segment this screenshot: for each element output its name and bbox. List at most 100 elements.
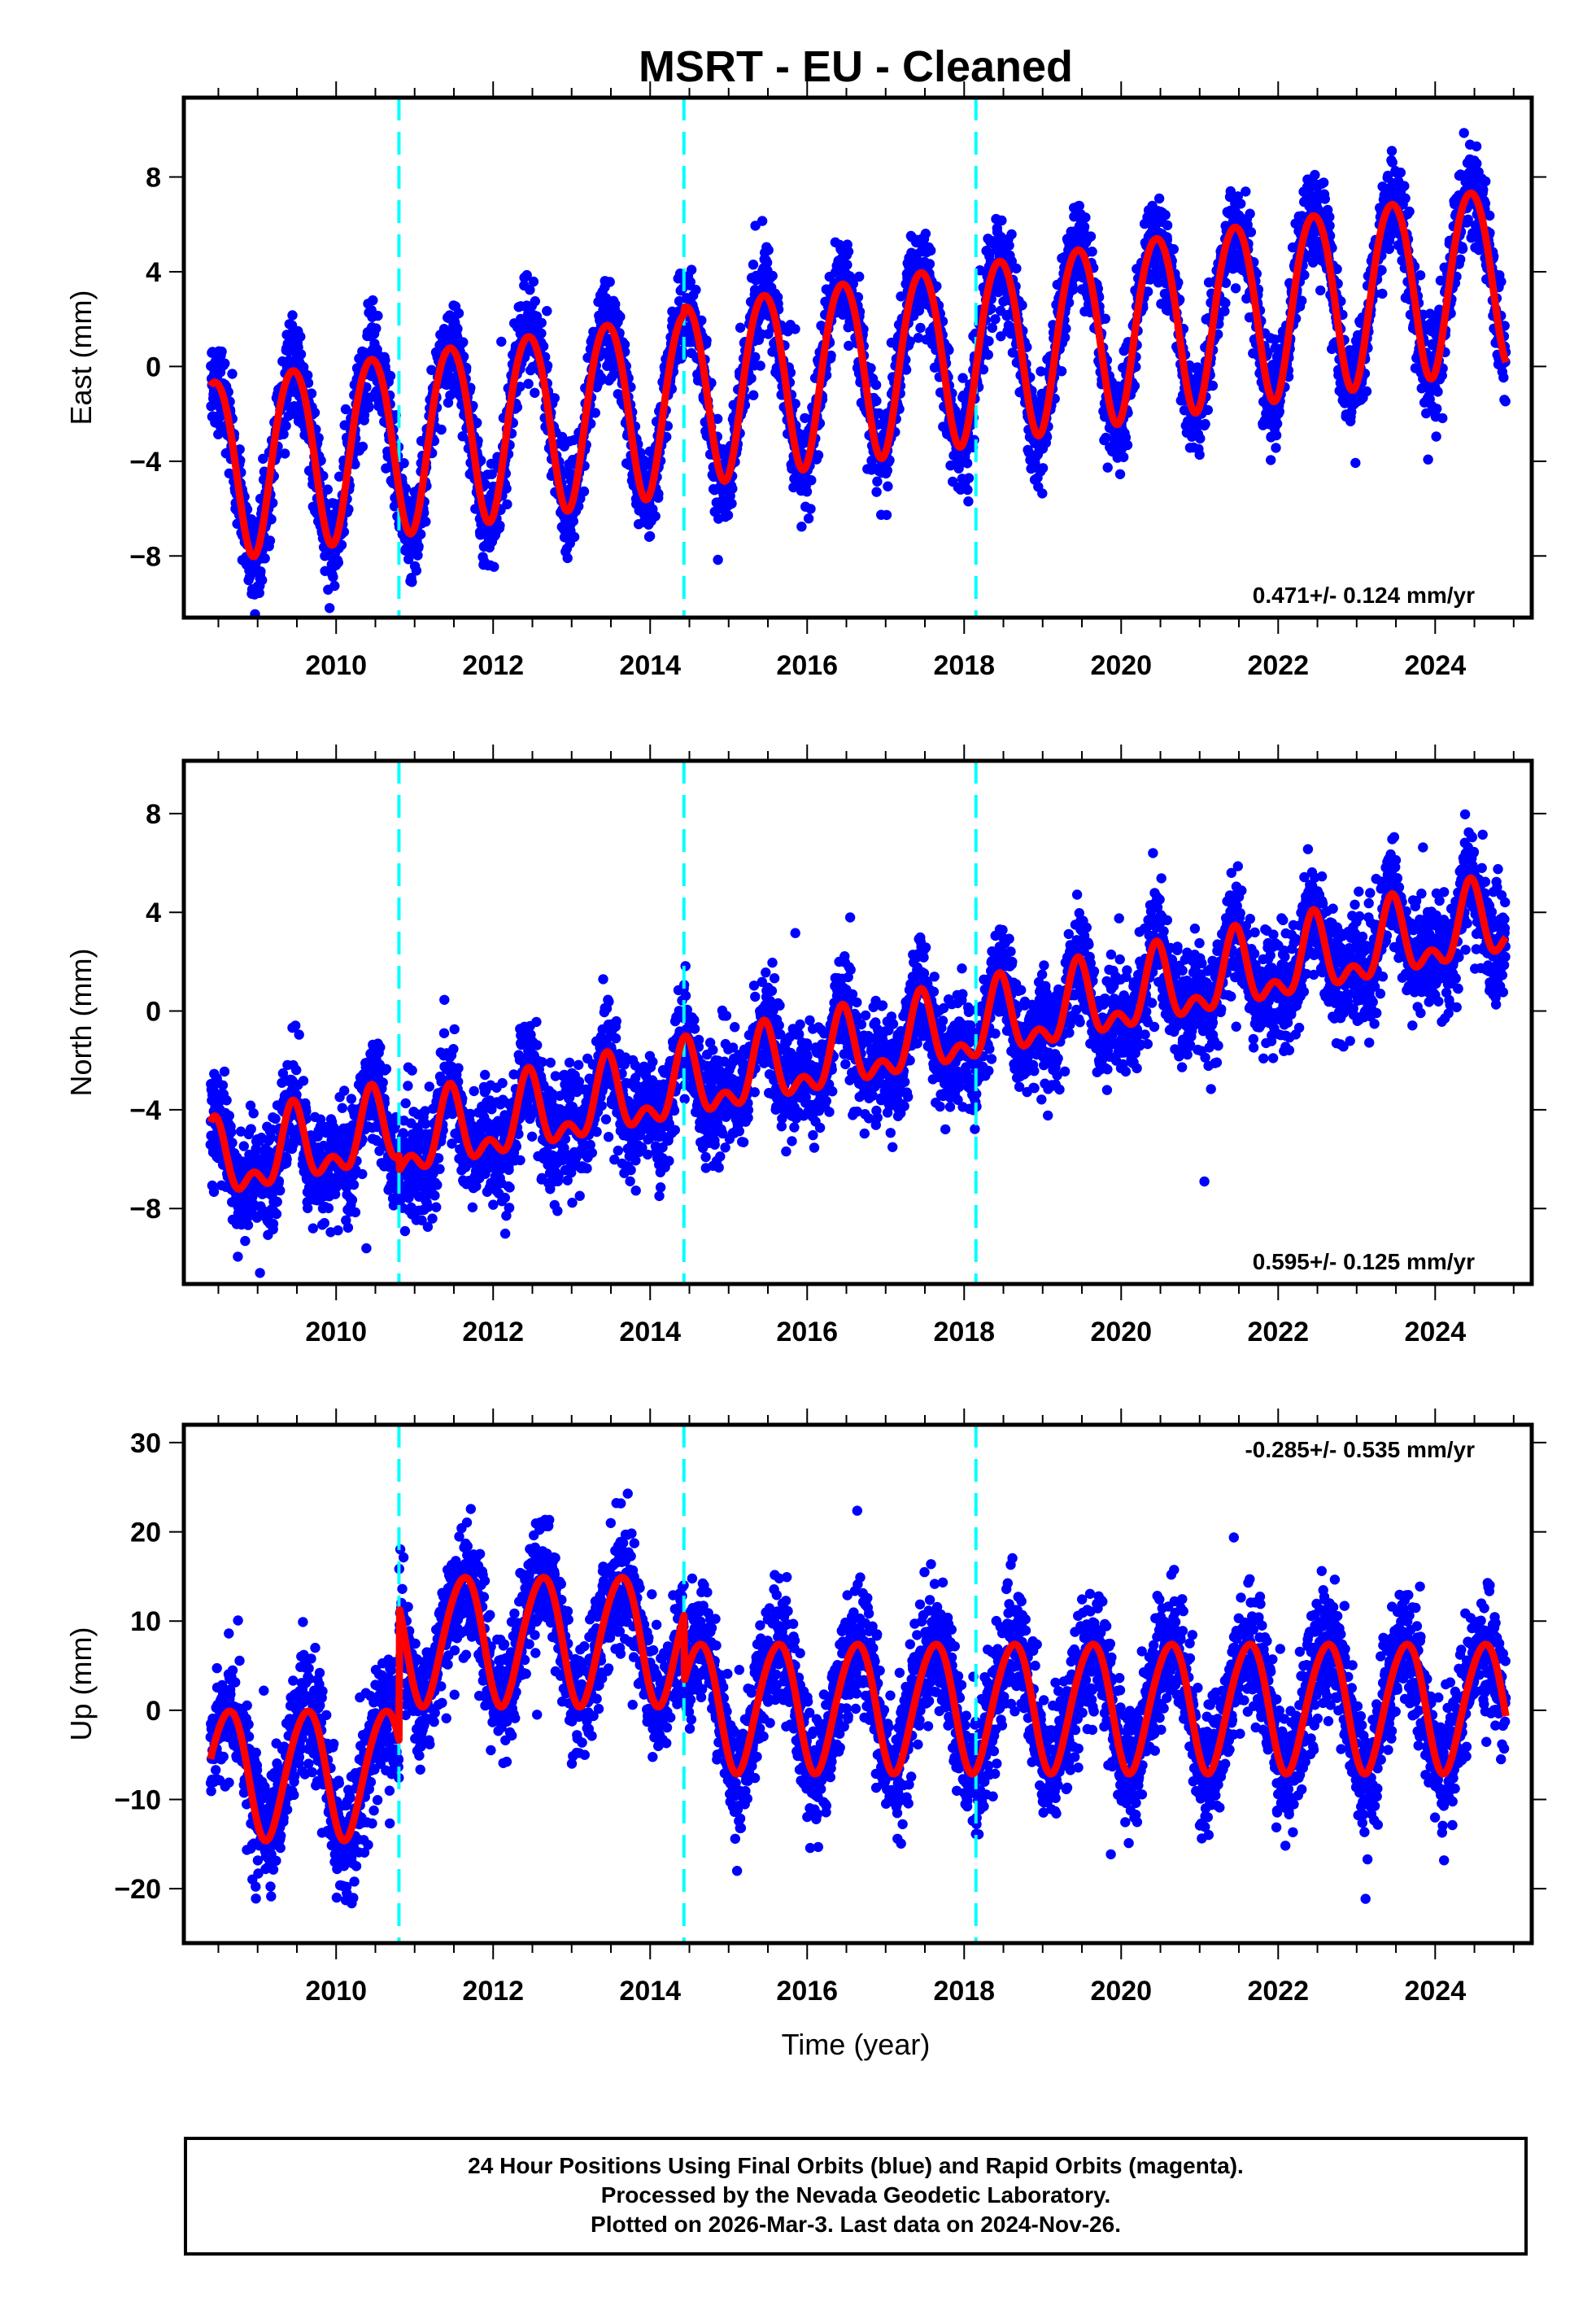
east-data-point: [407, 577, 417, 587]
east-data-point: [796, 522, 807, 532]
east-data-point: [536, 328, 547, 338]
east-data-point: [1241, 186, 1251, 197]
east-data-point: [259, 553, 270, 564]
east-data-point: [486, 469, 497, 479]
east-data-point: [755, 360, 765, 371]
east-data-point: [515, 382, 525, 392]
east-data-point: [803, 513, 814, 524]
east-data-point: [1100, 313, 1111, 324]
east-data-point: [306, 388, 317, 399]
east-data-point: [416, 529, 426, 539]
east-data-point: [767, 270, 778, 282]
east-data-point: [696, 315, 707, 325]
east-data-point: [569, 531, 580, 543]
east-data-point: [1037, 463, 1049, 474]
east-data-point: [371, 323, 382, 334]
east-data-point: [1160, 210, 1171, 221]
east-data-point: [426, 365, 437, 375]
east-data-point: [1056, 366, 1067, 377]
east-data-point: [495, 520, 505, 531]
east-data-point: [712, 413, 723, 424]
east-data-point: [340, 404, 351, 415]
east-data-point: [266, 514, 277, 525]
east-data-point: [962, 484, 973, 496]
east-data-point: [453, 308, 464, 319]
east-data-point: [790, 399, 800, 409]
east-data-point: [644, 531, 656, 542]
east-data-point: [280, 448, 290, 459]
east-data-point: [1079, 221, 1090, 232]
east-data-point: [538, 341, 549, 352]
east-data-point: [1195, 433, 1206, 444]
east-data-point: [227, 369, 238, 379]
east-data-point: [1080, 212, 1091, 223]
east-data-point: [413, 541, 424, 552]
east-data-point: [1194, 449, 1205, 461]
east-data-point: [385, 370, 396, 382]
east-data-point: [854, 271, 865, 282]
east-data-point: [1386, 146, 1398, 156]
east-data-point: [1274, 406, 1285, 417]
east-data-point: [691, 285, 701, 295]
east-data-point: [329, 580, 340, 592]
east-data-point: [1087, 247, 1097, 257]
east-data-point: [472, 417, 482, 428]
east-data-point: [325, 603, 335, 614]
east-data-point: [853, 292, 864, 303]
east-data-point: [685, 277, 696, 287]
east-data-point: [568, 516, 578, 526]
east-data-point: [303, 370, 313, 381]
east-data-point: [403, 554, 414, 565]
east-data-point: [281, 421, 291, 431]
east-data-point: [1011, 263, 1022, 274]
chart-title: MSRT - EU - Cleaned: [639, 42, 1073, 91]
east-data-point: [278, 429, 289, 439]
east-data-point: [313, 433, 324, 443]
east-data-point: [287, 310, 298, 321]
east-data-point: [368, 295, 378, 306]
east-data-point: [813, 450, 824, 461]
east-data-point: [411, 566, 422, 576]
east-data-point: [1245, 208, 1255, 219]
east-data-point: [373, 310, 383, 321]
east-data-point: [220, 358, 230, 369]
east-data-point: [502, 499, 512, 509]
east-data-point: [1297, 295, 1307, 306]
east-data-point: [1266, 455, 1276, 465]
east-data-point: [881, 509, 892, 521]
east-data-point: [1400, 193, 1411, 203]
east-data-point: [870, 379, 882, 391]
east-data-point: [328, 571, 338, 583]
east-data-point: [882, 465, 893, 476]
east-data-point: [364, 402, 374, 413]
east-data-point: [1230, 283, 1241, 294]
east-data-point: [1236, 199, 1246, 209]
east-data-point: [619, 339, 630, 350]
east-data-point: [969, 435, 979, 445]
east-data-point: [924, 259, 935, 269]
east-data-point: [596, 372, 607, 383]
east-data-point: [871, 395, 882, 406]
east-data-point: [996, 215, 1007, 226]
east-data-point: [1162, 220, 1173, 231]
east-data-point: [610, 299, 621, 310]
east-data-point: [1423, 454, 1433, 465]
east-data-point: [1006, 229, 1017, 240]
east-data-point: [1324, 212, 1335, 222]
east-data-point: [436, 424, 447, 435]
east-data-point: [1220, 298, 1231, 308]
east-data-point: [536, 317, 547, 328]
east-plot-area: [206, 98, 1511, 618]
east-data-point: [905, 336, 916, 347]
east-data-point: [523, 378, 534, 389]
east-data-point: [1168, 244, 1180, 255]
east-data-point: [920, 229, 931, 239]
east-data-point: [757, 216, 768, 226]
east-data-point: [530, 296, 540, 307]
east-data-point: [1074, 200, 1085, 212]
east-data-point: [883, 481, 893, 491]
east-data-point: [944, 345, 954, 356]
east-data-point: [983, 349, 994, 360]
east-data-points: [206, 128, 1511, 618]
east-data-point: [746, 373, 757, 384]
